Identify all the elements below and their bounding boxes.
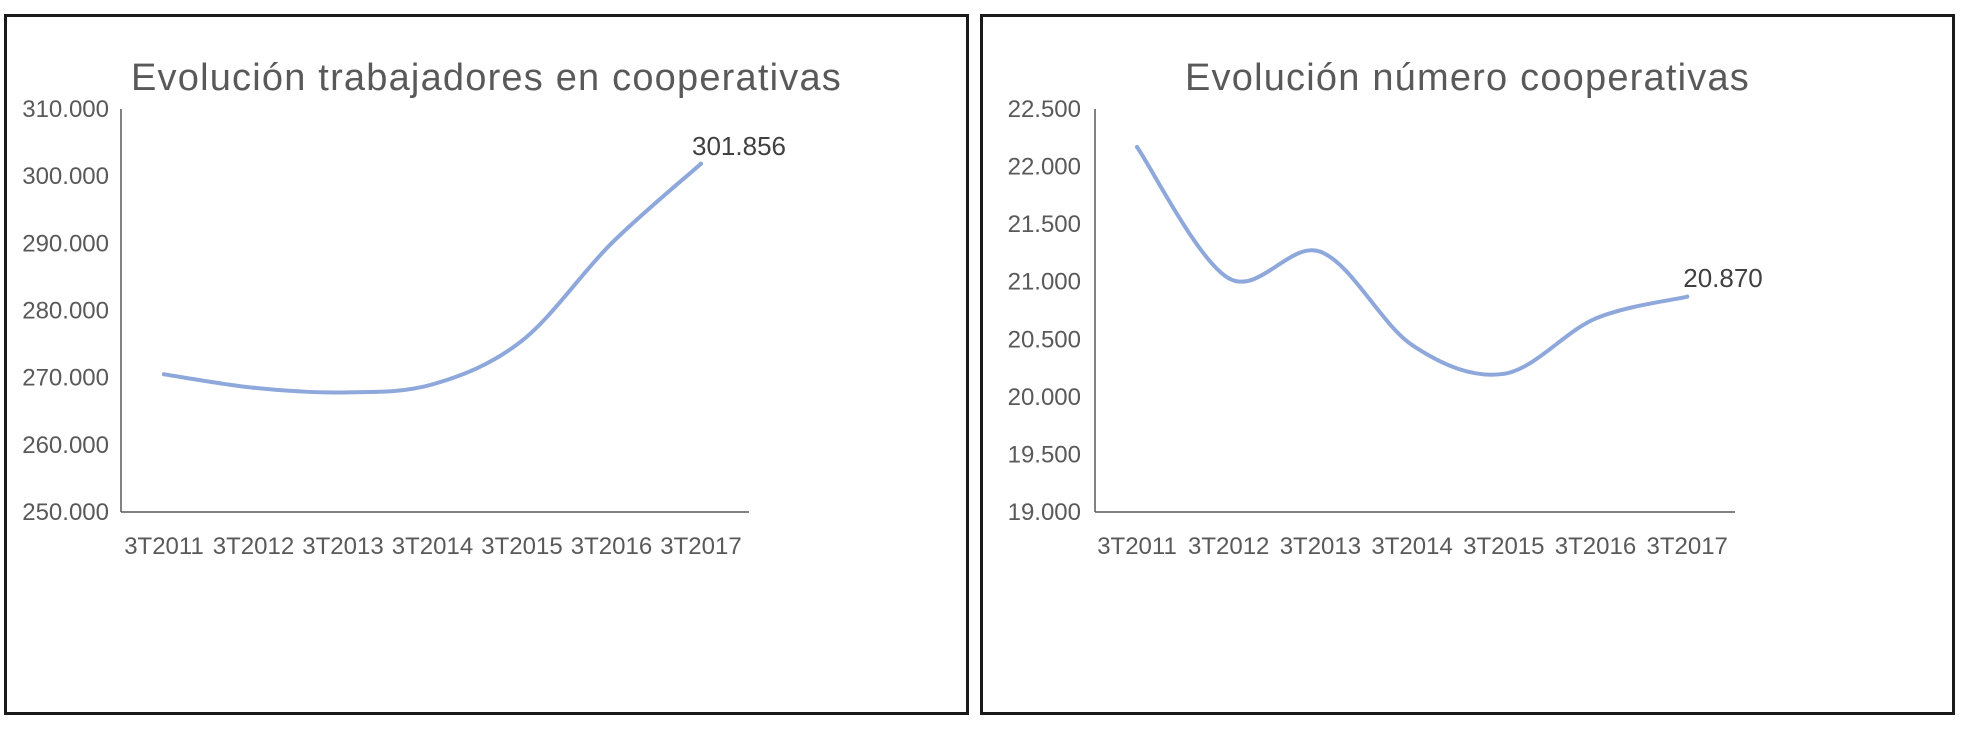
x-tick-label: 3T2017	[660, 533, 741, 560]
y-tick-label: 290.000	[22, 230, 109, 257]
y-tick-label: 19.000	[1008, 499, 1081, 526]
x-tick-label: 3T2016	[571, 533, 652, 560]
data-point	[1226, 276, 1231, 281]
last-point-data-label: 301.856	[692, 131, 786, 161]
x-tick-label: 3T2013	[302, 533, 383, 560]
data-point	[1410, 343, 1415, 348]
data-point	[341, 390, 345, 395]
y-tick-label: 310.000	[22, 96, 109, 123]
x-tick-label: 3T2012	[1188, 533, 1269, 560]
x-tick-label: 3T2012	[213, 533, 294, 560]
x-tick-label: 3T2011	[1097, 533, 1177, 560]
y-tick-label: 300.000	[22, 163, 109, 190]
y-tick-label: 20.500	[1008, 326, 1081, 353]
y-tick-label: 250.000	[22, 499, 109, 526]
chart-panel-cooperatives: Evolución número cooperativas 19.000 19.5…	[980, 14, 1955, 715]
chart-title: Evolución trabajadores en cooperativas	[130, 57, 842, 99]
data-point	[1135, 144, 1139, 149]
x-tick-label: 3T2014	[392, 533, 473, 560]
x-tick-label: 3T2011	[124, 533, 204, 560]
series-line	[162, 161, 703, 395]
last-point-data-label: 20.870	[1683, 263, 1763, 293]
x-tick-label: 3T2013	[1280, 533, 1361, 560]
y-tick-label: 21.000	[1008, 269, 1081, 296]
data-point	[699, 161, 703, 166]
data-point	[1318, 249, 1323, 254]
y-tick-label: 22.000	[1008, 154, 1081, 181]
chart-plot-cooperatives: 19.000 19.500 20.000 20.500 21.000 21.500 22.0…	[1008, 96, 1763, 560]
data-point	[1593, 316, 1598, 321]
data-point	[162, 372, 166, 377]
chart-plot-workers: 250.000 260.000 270.000 280.000 290.000 300.0…	[22, 96, 786, 560]
y-tick-label: 21.500	[1008, 211, 1081, 238]
data-point	[430, 382, 435, 387]
x-tick-label: 3T2015	[481, 533, 562, 560]
data-point	[609, 241, 614, 246]
chart-panel-workers: Evolución trabajadores en cooperativas 2…	[4, 14, 969, 715]
y-tick-label: 19.500	[1008, 441, 1081, 468]
x-tick-label: 3T2014	[1371, 533, 1452, 560]
x-tick-label: 3T2017	[1646, 533, 1727, 560]
series-line	[1135, 144, 1690, 377]
data-point	[251, 385, 256, 390]
data-point	[1685, 294, 1690, 299]
y-tick-label: 260.000	[22, 432, 109, 459]
y-tick-label: 270.000	[22, 365, 109, 392]
y-tick-label: 20.000	[1008, 384, 1081, 411]
x-tick-label: 3T2015	[1463, 533, 1544, 560]
y-tick-label: 22.500	[1008, 96, 1081, 123]
data-point	[520, 338, 524, 343]
data-point	[1501, 371, 1506, 376]
y-tick-label: 280.000	[22, 298, 109, 325]
chart-title: Evolución número cooperativas	[1185, 57, 1750, 99]
x-tick-label: 3T2016	[1555, 533, 1636, 560]
